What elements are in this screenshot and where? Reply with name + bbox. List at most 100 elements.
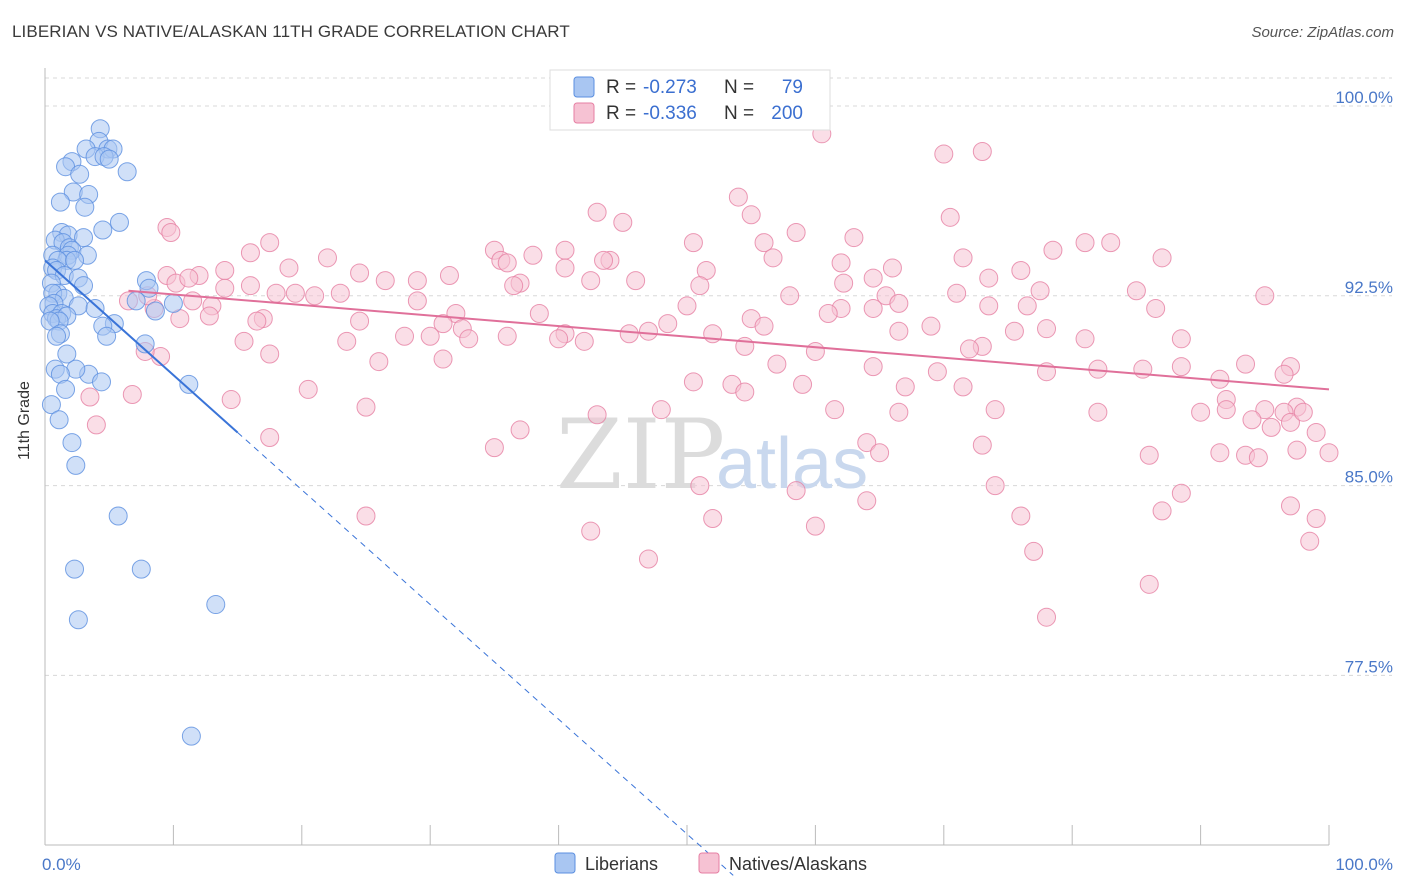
native-point-150 (972, 435, 992, 455)
native-point-108 (433, 349, 453, 369)
native-point-131 (356, 397, 376, 417)
legend-swatch-liberians (573, 76, 595, 98)
native-point-152 (1139, 445, 1159, 465)
native-point-145 (1306, 422, 1326, 442)
native-point-38 (863, 268, 883, 288)
native-point-23 (763, 248, 783, 268)
native-point-46 (626, 271, 646, 291)
native-point-10 (786, 223, 806, 243)
native-point-107 (260, 344, 280, 364)
y-tick-labels: 77.5% 85.0% 92.5% 100.0% (1335, 88, 1393, 676)
liberian-trend-line (44, 259, 239, 434)
native-point-9 (161, 223, 181, 243)
native-point-66 (979, 296, 999, 316)
native-point-72 (529, 304, 549, 324)
native-point-84 (921, 316, 941, 336)
native-point-158 (786, 481, 806, 501)
native-point-133 (651, 400, 671, 420)
native-point-56 (690, 276, 710, 296)
native-point-49 (240, 276, 260, 296)
liberian-point-58 (47, 326, 67, 346)
native-point-173 (1139, 574, 1159, 594)
native-point-48 (215, 278, 235, 298)
legend-r-value-1: -0.273 (643, 77, 697, 98)
native-point-163 (1280, 496, 1300, 516)
native-point-172 (638, 549, 658, 569)
native-point-7 (613, 212, 633, 232)
native-point-147 (857, 433, 877, 453)
native-point-94 (889, 321, 909, 341)
liberian-point-14 (50, 192, 70, 212)
native-point-127 (298, 379, 318, 399)
native-point-166 (703, 509, 723, 529)
native-point-117 (1236, 354, 1256, 374)
native-point-96 (1075, 329, 1095, 349)
native-point-37 (350, 263, 370, 283)
native-point-54 (330, 283, 350, 303)
liberian-point-66 (91, 372, 111, 392)
liberian-point-50 (145, 301, 165, 321)
native-point-63 (677, 296, 697, 316)
native-point-168 (1011, 506, 1031, 526)
liberian-point-7 (99, 149, 119, 169)
native-point-110 (767, 354, 787, 374)
native-point-19 (240, 243, 260, 263)
native-point-47 (834, 273, 854, 293)
native-point-167 (805, 516, 825, 536)
native-point-61 (305, 286, 325, 306)
native-point-182 (199, 306, 219, 326)
bottom-legend-label-liberians: Liberians (585, 854, 658, 874)
native-point-135 (889, 402, 909, 422)
native-point-83 (754, 316, 774, 336)
native-point-36 (439, 266, 459, 286)
liberian-point-72 (108, 506, 128, 526)
native-point-41 (979, 268, 999, 288)
legend-box (549, 69, 831, 131)
liberian-point-46 (163, 293, 183, 313)
bottom-legend-label-natives: Natives/Alaskans (729, 854, 867, 874)
native-point-178 (122, 384, 142, 404)
native-point-24 (953, 248, 973, 268)
liberian-point-60 (57, 344, 77, 364)
native-point-146 (1261, 417, 1281, 437)
liberian-point-10 (117, 162, 137, 182)
native-point-160 (985, 476, 1005, 496)
native-point-85 (1037, 319, 1057, 339)
native-point-50 (266, 283, 286, 303)
liberian-point-11 (70, 164, 90, 184)
liberian-point-17 (93, 220, 113, 240)
native-point-13 (683, 233, 703, 253)
liberian-point-59 (135, 334, 155, 354)
native-point-15 (1075, 233, 1095, 253)
native-point-180 (179, 268, 199, 288)
liberian-point-30 (65, 250, 85, 270)
native-point-11 (844, 228, 864, 248)
native-point-137 (1088, 402, 1108, 422)
native-point-171 (1300, 531, 1320, 551)
native-point-14 (754, 233, 774, 253)
native-point-22 (523, 245, 543, 265)
native-point-86 (638, 321, 658, 341)
liberian-point-15 (75, 197, 95, 217)
native-point-98 (337, 331, 357, 351)
legend-r-value-2: -0.336 (643, 103, 697, 124)
native-point-123 (793, 374, 813, 394)
liberian-point-76 (206, 595, 226, 615)
native-point-29 (279, 258, 299, 278)
chart-title: LIBERIAN VS NATIVE/ALASKAN 11TH GRADE CO… (12, 22, 570, 41)
liberian-point-37 (74, 276, 94, 296)
native-point-102 (574, 331, 594, 351)
native-point-142 (1242, 410, 1262, 430)
native-point-89 (619, 324, 639, 344)
native-point-161 (1152, 501, 1172, 521)
native-point-20 (1043, 240, 1063, 260)
native-point-126 (735, 382, 755, 402)
native-point-32 (555, 258, 575, 278)
legend-n-label-2: N = (724, 103, 754, 124)
native-point-51 (947, 283, 967, 303)
native-point-5 (741, 205, 761, 225)
liberian-point-69 (49, 410, 69, 430)
native-point-109 (369, 352, 389, 372)
native-point-16 (1101, 233, 1121, 253)
